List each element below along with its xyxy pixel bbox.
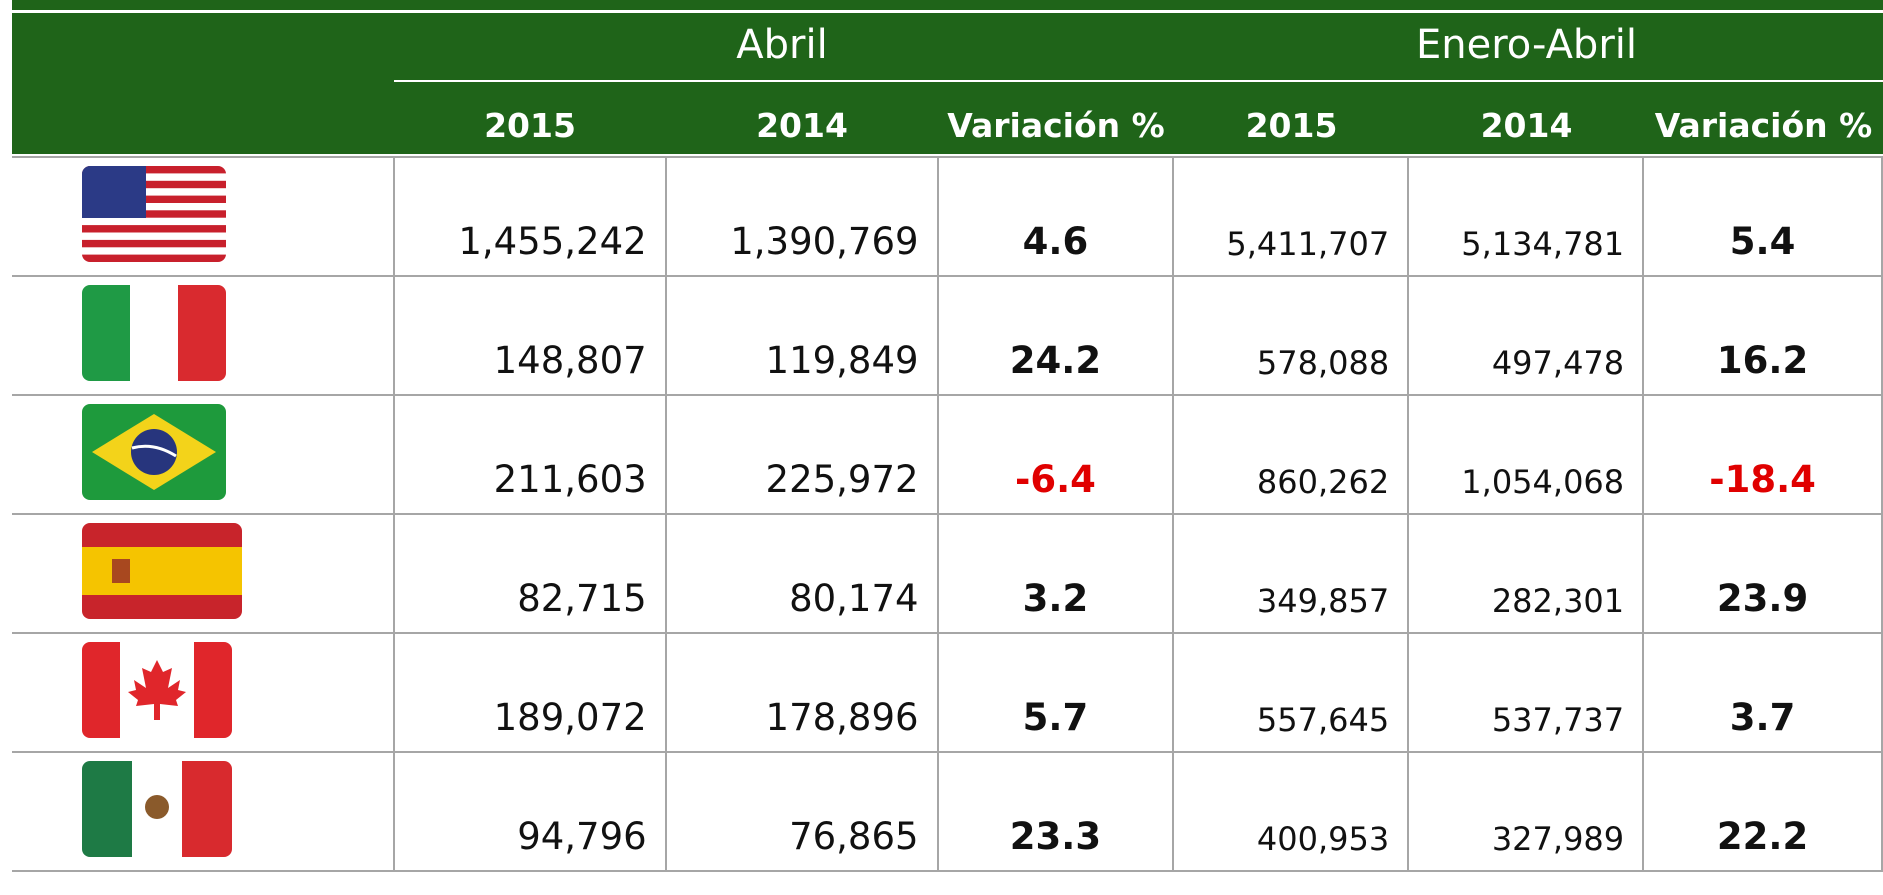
flag-shape (82, 761, 232, 857)
table-cell: 5,411,707 (1172, 156, 1410, 277)
group-divider (394, 80, 1883, 82)
flag-shape (182, 761, 232, 857)
table-cell: 76,865 (664, 751, 939, 872)
table-cell: 23.9 (1642, 513, 1883, 634)
flag-shape (82, 404, 226, 500)
flag-shape (82, 180, 226, 189)
flag-shape (131, 444, 177, 458)
table-cell: -18.4 (1642, 394, 1883, 515)
table-cell: 189,072 (392, 632, 667, 753)
group-title: Enero-Abril (1416, 22, 1637, 68)
flag-italy (82, 285, 226, 381)
table-cell: 497,478 (1407, 275, 1645, 396)
header-band: Abril Enero-Abril 2015 2014 Variación % … (12, 0, 1883, 154)
table-cell: 327,989 (1407, 751, 1645, 872)
flag-shape (82, 285, 130, 381)
flag-shape (82, 166, 226, 262)
flag-cell (12, 156, 395, 277)
data-table: 1,455,242 1,390,769 4.6 5,411,707 5,134,781 5… (12, 156, 1883, 872)
column-header: 2015 (484, 106, 576, 145)
table-cell: -6.4 (936, 394, 1175, 515)
flag-shape (82, 254, 226, 262)
flag-shape (82, 166, 226, 262)
table-cell: 3.7 (1642, 632, 1883, 753)
flag-cell (12, 751, 395, 872)
table-cell: 557,645 (1172, 632, 1410, 753)
table-cell: 22.2 (1642, 751, 1883, 872)
flag-shape (131, 429, 177, 475)
table-cell: 94,796 (392, 751, 667, 872)
flag-shape (82, 166, 146, 218)
table-cell: 4.6 (936, 156, 1175, 277)
table-cell: 860,262 (1172, 394, 1410, 515)
table-cell: 1,390,769 (664, 156, 939, 277)
table-cell: 148,807 (392, 275, 667, 396)
table-cell: 1,054,068 (1407, 394, 1645, 515)
flag-mexico (82, 761, 232, 857)
table-cell: 16.2 (1642, 275, 1883, 396)
column-header: 2014 (1480, 106, 1573, 145)
column-header: Variación % (1654, 106, 1873, 145)
flag-shape (112, 559, 130, 583)
flag-shape (82, 166, 226, 174)
flag-shape (82, 642, 232, 738)
flag-shape (128, 660, 186, 720)
flag-brazil (82, 404, 226, 500)
table-row: 94,796 76,865 23.3 400,953 327,989 22.2 (12, 751, 1883, 872)
flag-cell (12, 632, 395, 753)
column-header: 2014 (756, 106, 848, 145)
table-row: 82,715 80,174 3.2 349,857 282,301 23.9 (12, 513, 1883, 634)
flag-shape (145, 795, 169, 819)
flag-shape (82, 225, 226, 233)
header-top-line (12, 10, 1883, 13)
table-cell: 349,857 (1172, 513, 1410, 634)
flag-shape (82, 195, 226, 203)
table-row: 148,807 119,849 24.2 578,088 497,478 16.2 (12, 275, 1883, 396)
flag-canada (82, 642, 232, 738)
table-cell: 5.4 (1642, 156, 1883, 277)
flag-spain (82, 523, 242, 619)
table-cell: 82,715 (392, 513, 667, 634)
column-header: Variación % (947, 106, 1165, 145)
flag-cell (12, 394, 395, 515)
table-cell: 5.7 (936, 632, 1175, 753)
table-row: 211,603 225,972 -6.4 860,262 1,054,068 -18.4 (12, 394, 1883, 515)
table-cell: 225,972 (664, 394, 939, 515)
table-cell: 119,849 (664, 275, 939, 396)
table-row: 1,455,242 1,390,769 4.6 5,411,707 5,134,781 5… (12, 156, 1883, 277)
group-title: Abril (736, 22, 828, 68)
flag-shape (82, 761, 132, 857)
table-cell: 3.2 (936, 513, 1175, 634)
table-cell: 282,301 (1407, 513, 1645, 634)
flag-shape (82, 239, 226, 248)
table-cell: 211,603 (392, 394, 667, 515)
table-cell: 178,896 (664, 632, 939, 753)
flag-shape (178, 285, 226, 381)
table-cell: 23.3 (936, 751, 1175, 872)
flag-shape (82, 285, 226, 381)
flag-shape (82, 547, 242, 595)
table-cell: 80,174 (664, 513, 939, 634)
flag-cell (12, 513, 395, 634)
flag-usa (82, 166, 226, 262)
table-row: 189,072 178,896 5.7 557,645 537,737 3.7 (12, 632, 1883, 753)
table-cell: 24.2 (936, 275, 1175, 396)
flag-shape (130, 285, 178, 381)
flag-shape (82, 210, 226, 218)
flag-cell (12, 275, 395, 396)
table-cell: 578,088 (1172, 275, 1410, 396)
flag-shape (82, 523, 242, 619)
table-cell: 5,134,781 (1407, 156, 1645, 277)
table-cell: 537,737 (1407, 632, 1645, 753)
column-header: 2015 (1245, 106, 1338, 145)
table-cell: 400,953 (1172, 751, 1410, 872)
table-cell: 1,455,242 (392, 156, 667, 277)
